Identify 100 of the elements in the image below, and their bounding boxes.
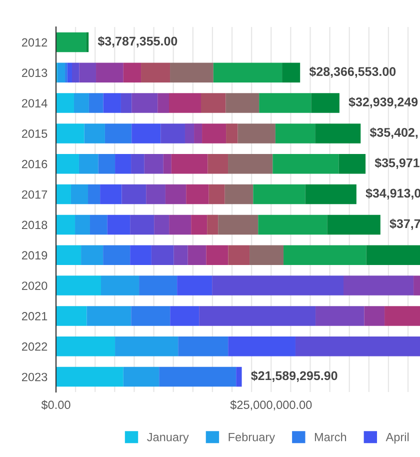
y-tick-label: 2012 — [22, 38, 48, 47]
bar — [384, 306, 420, 326]
bar — [171, 154, 208, 174]
bar — [70, 184, 88, 204]
bar — [202, 124, 226, 144]
bar — [224, 184, 254, 204]
bar — [144, 154, 164, 174]
total-label: $28,366,553.00 — [309, 66, 396, 78]
bar — [56, 93, 74, 113]
bar — [151, 245, 174, 266]
bar — [86, 32, 89, 52]
bar — [88, 184, 100, 204]
bar — [364, 306, 385, 326]
bar — [56, 245, 82, 266]
bar — [75, 214, 90, 235]
total-label: $21,589,295.90 — [251, 370, 338, 382]
bar — [163, 154, 172, 174]
bar — [84, 124, 105, 144]
bar — [194, 124, 202, 144]
bar — [88, 93, 104, 113]
bar — [139, 276, 178, 296]
bar — [282, 62, 300, 83]
bar — [259, 93, 312, 113]
bar — [250, 245, 284, 266]
bar — [311, 93, 340, 113]
bar — [81, 245, 104, 266]
bar — [327, 214, 380, 235]
bar — [199, 306, 316, 326]
y-tick-label: 2023 — [22, 372, 48, 382]
bar — [120, 93, 132, 113]
bar — [158, 93, 169, 113]
legend-label: April — [386, 432, 409, 444]
bar — [238, 124, 276, 144]
bar — [212, 276, 344, 296]
bar — [132, 93, 158, 113]
y-tick-label: 2016 — [22, 160, 48, 168]
bar — [177, 276, 212, 296]
bar — [56, 336, 116, 356]
bar — [100, 184, 122, 204]
bar — [218, 214, 258, 235]
bar — [154, 214, 170, 235]
x-tick-label: $0.00 — [41, 400, 70, 410]
bar — [132, 124, 161, 144]
bar — [316, 306, 364, 326]
bar — [184, 124, 194, 144]
bar — [160, 124, 185, 144]
bar — [115, 154, 132, 174]
bar — [226, 93, 260, 113]
y-tick-label: 2015 — [22, 129, 48, 138]
bar — [275, 124, 316, 144]
bar — [305, 184, 356, 204]
legend-label: March — [314, 432, 346, 442]
bar — [253, 184, 306, 204]
bar — [201, 93, 226, 113]
bar — [208, 154, 228, 174]
legend-label: January — [147, 433, 189, 444]
bar — [284, 245, 366, 266]
y-tick-label: 2022 — [22, 342, 48, 351]
y-tick-label: 2017 — [22, 190, 48, 199]
bar — [56, 124, 84, 144]
bar — [131, 154, 144, 174]
bar — [208, 184, 225, 204]
bar — [90, 214, 108, 235]
bar — [272, 154, 339, 174]
bar — [174, 245, 188, 266]
bar — [165, 184, 186, 204]
bar — [103, 245, 130, 266]
annotation: $35,402, — [370, 127, 418, 139]
bar — [170, 62, 214, 83]
bar — [72, 62, 80, 83]
bar — [236, 366, 242, 387]
bar — [56, 214, 76, 235]
annotation: $35,971 — [374, 158, 420, 170]
bar — [414, 276, 420, 296]
bar — [186, 184, 209, 204]
x-tick-label: $25,000,000.00 — [230, 400, 312, 410]
bar — [178, 336, 228, 356]
bar — [295, 336, 420, 356]
bar — [56, 154, 79, 174]
bar — [56, 276, 102, 296]
legend-label: February — [228, 432, 276, 444]
bar — [228, 336, 296, 356]
bar — [98, 154, 116, 174]
bar — [122, 184, 146, 204]
bar — [96, 62, 124, 83]
bar — [131, 306, 170, 326]
bar — [103, 93, 121, 113]
bar — [159, 366, 236, 387]
bar — [86, 306, 132, 326]
bar — [67, 62, 72, 83]
bar — [168, 93, 201, 113]
y-tick-label: 2013 — [22, 68, 48, 78]
bar — [213, 62, 282, 83]
y-tick-label: 2018 — [22, 220, 48, 230]
bar — [123, 62, 142, 83]
bar — [78, 154, 98, 174]
bar — [141, 62, 170, 83]
bar — [315, 124, 361, 144]
bar — [169, 214, 192, 235]
y-tick-label: 2020 — [22, 282, 48, 290]
